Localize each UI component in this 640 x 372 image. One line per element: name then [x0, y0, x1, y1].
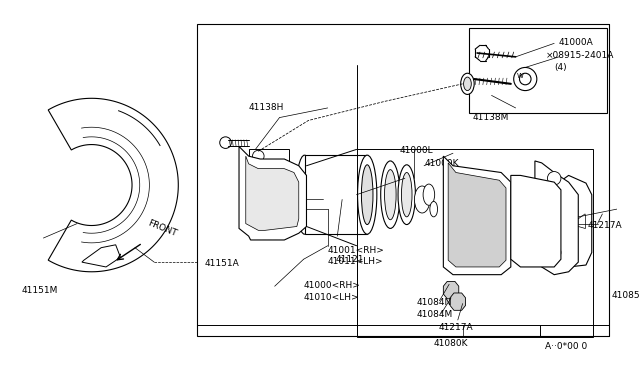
Circle shape	[253, 150, 264, 162]
Bar	[249, 207, 289, 228]
Text: 41000<RH>: 41000<RH>	[303, 281, 360, 291]
Ellipse shape	[296, 155, 313, 234]
Ellipse shape	[398, 165, 415, 225]
Ellipse shape	[358, 155, 377, 234]
Polygon shape	[444, 156, 511, 275]
Text: 41120: 41120	[251, 233, 279, 242]
Ellipse shape	[381, 161, 400, 228]
Polygon shape	[562, 176, 592, 267]
Text: 41080K: 41080K	[434, 339, 468, 348]
Text: 41085: 41085	[612, 291, 640, 300]
Ellipse shape	[385, 170, 396, 220]
Circle shape	[220, 137, 231, 148]
Text: 41001<RH>: 41001<RH>	[328, 246, 385, 255]
Polygon shape	[246, 156, 299, 230]
Text: 41151A: 41151A	[204, 259, 239, 268]
Polygon shape	[444, 281, 459, 299]
Polygon shape	[448, 163, 506, 267]
Circle shape	[547, 246, 561, 259]
Text: 41151M: 41151M	[21, 286, 58, 295]
Text: 41000K: 41000K	[424, 159, 459, 168]
Text: 41121: 41121	[335, 256, 364, 264]
Polygon shape	[450, 293, 465, 310]
Polygon shape	[48, 98, 179, 272]
Text: FRONT: FRONT	[147, 218, 178, 238]
Ellipse shape	[463, 77, 471, 91]
Text: 41217A: 41217A	[588, 221, 623, 230]
Circle shape	[547, 171, 561, 185]
Text: 41084M: 41084M	[417, 310, 452, 319]
Polygon shape	[511, 176, 561, 267]
Bar	[469, 28, 607, 113]
Bar	[305, 155, 367, 234]
Ellipse shape	[461, 73, 474, 94]
Polygon shape	[535, 161, 579, 275]
Circle shape	[253, 218, 264, 230]
Text: 41000L: 41000L	[400, 147, 433, 155]
Polygon shape	[239, 147, 307, 240]
Ellipse shape	[415, 186, 430, 213]
Text: 41000A: 41000A	[559, 38, 594, 46]
Polygon shape	[82, 245, 120, 267]
Text: 41138H: 41138H	[249, 103, 284, 112]
Text: (4): (4)	[554, 62, 567, 72]
Ellipse shape	[401, 173, 412, 217]
Circle shape	[130, 238, 140, 248]
Text: ×08915-2401A: ×08915-2401A	[545, 51, 614, 60]
Circle shape	[514, 67, 537, 91]
Text: 41010<LH>: 41010<LH>	[303, 293, 359, 302]
Bar	[196, 24, 609, 336]
Text: 41084N: 41084N	[417, 298, 452, 307]
Bar	[249, 150, 289, 171]
Bar	[356, 150, 593, 337]
Text: W: W	[517, 73, 524, 79]
Circle shape	[133, 241, 137, 245]
Text: 41011<LH>: 41011<LH>	[328, 257, 383, 266]
Circle shape	[520, 73, 531, 85]
Ellipse shape	[362, 165, 373, 225]
Text: 41217A: 41217A	[438, 323, 473, 332]
Ellipse shape	[430, 201, 438, 217]
Ellipse shape	[423, 184, 435, 205]
Text: A··0*00 0: A··0*00 0	[545, 342, 587, 351]
Text: 41138M: 41138M	[472, 113, 509, 122]
